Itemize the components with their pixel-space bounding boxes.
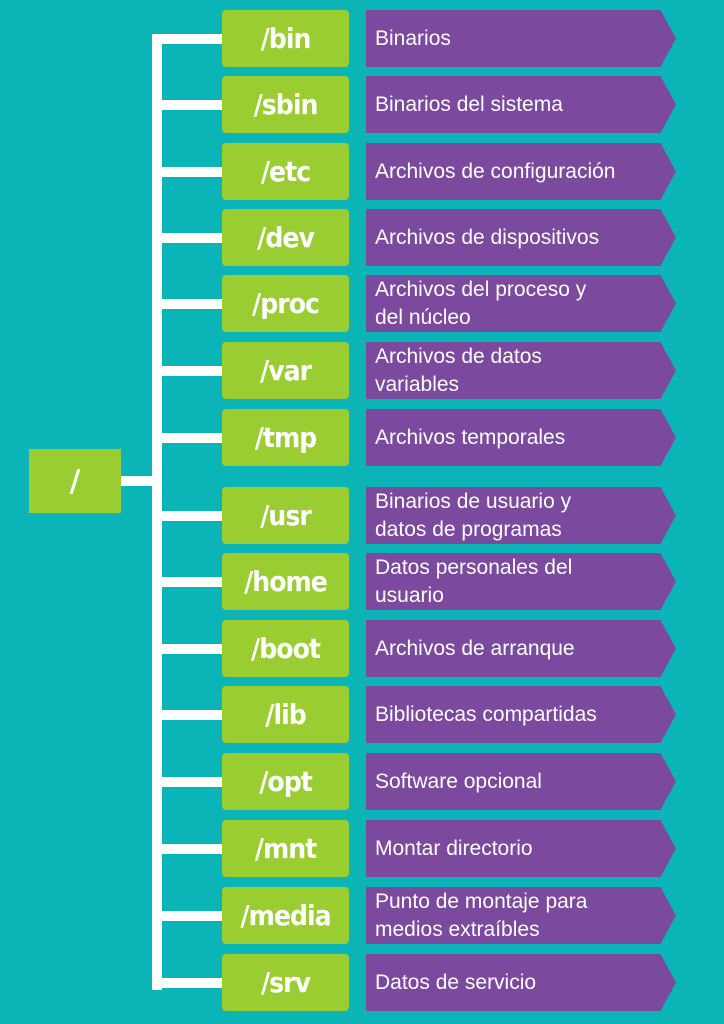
- branch-connector-srv: [157, 978, 223, 988]
- directory-description-proc: Archivos del proceso y del núcleo: [366, 275, 676, 332]
- directory-description-bin: Binarios: [366, 10, 676, 67]
- branch-connector-usr: [157, 511, 223, 521]
- directory-description-text: Binarios: [375, 26, 451, 50]
- directory-description-text: Archivos temporales: [375, 425, 566, 449]
- directory-node-var: /var: [222, 342, 349, 399]
- directory-description-text: Binarios de usuario y datos de programas: [375, 490, 572, 541]
- directory-description-sbin: Binarios del sistema: [366, 76, 676, 133]
- directory-node-sbin: /sbin: [222, 76, 349, 133]
- directory-path-label: /srv: [260, 966, 311, 999]
- directory-node-srv: /srv: [222, 954, 349, 1011]
- directory-description-text: Software opcional: [375, 769, 542, 793]
- directory-path-label: /home: [244, 565, 328, 598]
- branch-connector-media: [157, 911, 223, 921]
- directory-node-opt: /opt: [222, 753, 349, 810]
- directory-node-tmp: /tmp: [222, 409, 349, 466]
- directory-path-label: /sbin: [253, 88, 319, 121]
- directory-path-label: /boot: [251, 632, 321, 665]
- directory-description-var: Archivos de datos variables: [366, 342, 676, 399]
- root-directory-node: /: [29, 449, 121, 513]
- directory-description-text: Archivos de datos variables: [375, 345, 542, 396]
- directory-path-label: /etc: [260, 155, 311, 188]
- directory-description-srv: Datos de servicio: [366, 954, 676, 1011]
- branch-connector-home: [157, 577, 223, 587]
- directory-description-text: Binarios del sistema: [375, 92, 563, 116]
- branch-connector-proc: [157, 299, 223, 309]
- directory-description-usr: Binarios de usuario y datos de programas: [366, 487, 676, 544]
- directory-node-media: /media: [222, 887, 349, 944]
- directory-description-lib: Bibliotecas compartidas: [366, 686, 676, 743]
- directory-description-boot: Archivos de arranque: [366, 620, 676, 677]
- branch-connector-dev: [157, 233, 223, 243]
- directory-node-lib: /lib: [222, 686, 349, 743]
- branch-connector-opt: [157, 777, 223, 787]
- directory-description-tmp: Archivos temporales: [366, 409, 676, 466]
- directory-path-label: /dev: [257, 221, 315, 254]
- directory-path-label: /var: [259, 354, 312, 387]
- directory-node-etc: /etc: [222, 143, 349, 200]
- directory-path-label: /tmp: [254, 421, 318, 454]
- directory-node-bin: /bin: [222, 10, 349, 67]
- directory-node-proc: /proc: [222, 275, 349, 332]
- branch-connector-tmp: [157, 433, 223, 443]
- root-connector: [121, 476, 157, 486]
- branch-connector-lib: [157, 710, 223, 720]
- branch-connector-var: [157, 366, 223, 376]
- directory-description-text: Archivos de configuración: [375, 159, 616, 183]
- directory-path-label: /proc: [252, 287, 320, 320]
- directory-description-opt: Software opcional: [366, 753, 676, 810]
- directory-description-text: Datos personales del usuario: [375, 556, 573, 607]
- directory-node-dev: /dev: [222, 209, 349, 266]
- directory-description-home: Datos personales del usuario: [366, 553, 676, 610]
- directory-node-mnt: /mnt: [222, 820, 349, 877]
- directory-path-label: /media: [240, 899, 331, 932]
- directory-path-label: /mnt: [254, 832, 317, 865]
- directory-node-usr: /usr: [222, 487, 349, 544]
- directory-path-label: /lib: [265, 698, 306, 731]
- directory-description-text: Archivos de dispositivos: [375, 225, 600, 249]
- directory-description-dev: Archivos de dispositivos: [366, 209, 676, 266]
- directory-node-home: /home: [222, 553, 349, 610]
- branch-connector-mnt: [157, 844, 223, 854]
- directory-path-label: /opt: [259, 765, 313, 798]
- directory-description-text: Bibliotecas compartidas: [375, 702, 597, 726]
- directory-description-text: Montar directorio: [375, 836, 533, 860]
- branch-connector-sbin: [157, 100, 223, 110]
- directory-node-boot: /boot: [222, 620, 349, 677]
- directory-description-text: Archivos de arranque: [375, 636, 575, 660]
- directory-description-mnt: Montar directorio: [366, 820, 676, 877]
- directory-path-label: /bin: [260, 22, 312, 55]
- directory-description-text: Datos de servicio: [375, 970, 537, 994]
- branch-connector-bin: [157, 34, 223, 44]
- branch-connector-boot: [157, 644, 223, 654]
- directory-description-media: Punto de montaje para medios extraíbles: [366, 887, 676, 944]
- root-directory-label: /: [69, 463, 81, 499]
- directory-description-text: Archivos del proceso y del núcleo: [375, 278, 587, 329]
- directory-description-etc: Archivos de configuración: [366, 143, 676, 200]
- directory-path-label: /usr: [260, 499, 312, 532]
- branch-connector-etc: [157, 167, 223, 177]
- directory-description-text: Punto de montaje para medios extraíbles: [375, 890, 588, 941]
